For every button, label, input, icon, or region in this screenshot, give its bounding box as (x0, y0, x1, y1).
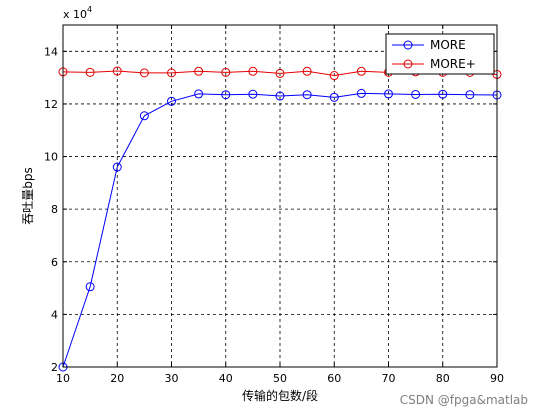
data-point (329, 71, 339, 81)
x-axis-title: 传输的包数/段 (242, 388, 318, 403)
x-tick-label: 80 (436, 372, 450, 385)
legend-marker (403, 40, 413, 50)
data-point (248, 66, 258, 76)
legend: MORE MORE+ (385, 33, 495, 75)
x-tick-label: 60 (327, 372, 341, 385)
data-point (112, 66, 122, 76)
data-point (85, 67, 95, 77)
y-tick-label: 12 (44, 98, 58, 111)
data-point (112, 162, 122, 172)
legend-label: MORE (430, 38, 466, 52)
data-point (248, 89, 258, 99)
x-tick-label: 90 (490, 372, 504, 385)
x-tick-label: 20 (110, 372, 124, 385)
y-tick-label: 4 (51, 308, 58, 321)
data-point (302, 90, 312, 100)
data-point (275, 68, 285, 78)
legend-box (385, 33, 495, 75)
data-point (438, 89, 448, 99)
x-tick-label: 70 (382, 372, 396, 385)
data-point (221, 90, 231, 100)
y-tick-label: 2 (51, 361, 58, 374)
data-point (167, 96, 176, 106)
watermark: CSDN @fpga&matlab (400, 393, 528, 407)
data-point (465, 90, 475, 100)
x-tick-label: 40 (219, 372, 233, 385)
grid (63, 25, 497, 367)
data-point (356, 88, 366, 98)
data-point (384, 89, 393, 99)
legend-marker (403, 59, 413, 69)
x-tick-label: 10 (56, 372, 70, 385)
data-point (221, 67, 231, 77)
y-exponent-base: x 10 (63, 8, 87, 21)
data-point (85, 282, 95, 292)
data-point (356, 66, 366, 76)
y-tick-label: 10 (44, 151, 58, 164)
x-tick-label: 30 (165, 372, 179, 385)
ticks: 10 20 30 40 50 60 70 80 90 2 4 6 8 10 12 14 (44, 25, 504, 385)
y-tick-label: 6 (51, 256, 58, 269)
data-point (411, 89, 421, 99)
data-point (167, 68, 176, 78)
y-exponent-power: 4 (87, 5, 92, 14)
data-point (329, 92, 339, 102)
legend-entry: MORE+ (392, 57, 476, 71)
legend-entry: MORE (392, 38, 466, 52)
data-point (275, 91, 285, 101)
x-tick-label: 50 (273, 372, 287, 385)
data-point (194, 66, 204, 76)
data-point (302, 66, 312, 76)
data-point (194, 89, 204, 99)
y-exponent-label: x 104 (63, 5, 92, 21)
y-tick-label: 14 (44, 45, 58, 58)
y-tick-label: 8 (51, 203, 58, 216)
data-point (139, 111, 149, 121)
y-axis-title: 吞吐量bps (21, 167, 35, 225)
data-point (139, 68, 149, 78)
legend-label: MORE+ (430, 57, 476, 71)
series-line (62, 92, 498, 368)
